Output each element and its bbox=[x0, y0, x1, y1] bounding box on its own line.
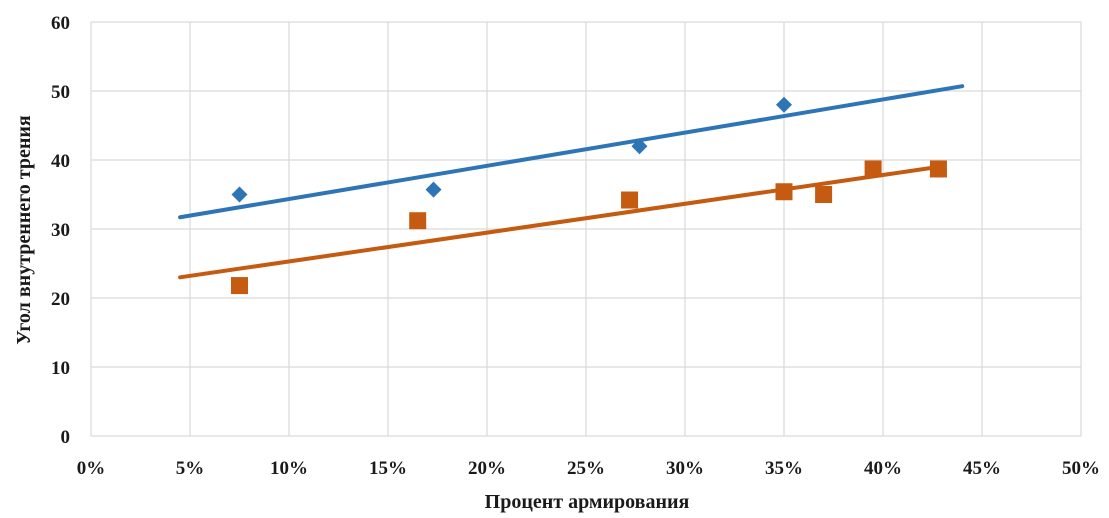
trendlines bbox=[178, 84, 965, 280]
data-point-square bbox=[864, 160, 882, 178]
x-tick-label: 25% bbox=[567, 458, 605, 479]
x-tick-label: 30% bbox=[666, 458, 704, 479]
trendline-series-2 bbox=[178, 164, 941, 280]
y-tick-labels: 0 10 20 30 40 50 60 bbox=[51, 13, 70, 448]
data-point-diamond bbox=[631, 138, 648, 155]
y-tick-label: 60 bbox=[51, 13, 70, 34]
data-point-square bbox=[231, 277, 248, 295]
y-tick-label: 50 bbox=[51, 82, 70, 103]
y-tick-label: 0 bbox=[61, 427, 71, 448]
x-tick-label: 5% bbox=[176, 458, 205, 479]
x-tick-label: 20% bbox=[468, 458, 506, 479]
data-point-diamond bbox=[776, 96, 792, 113]
data-point-square bbox=[815, 186, 833, 203]
x-axis-title: Процент армирования bbox=[485, 491, 690, 513]
data-point-square bbox=[409, 212, 427, 230]
x-tick-label: 0% bbox=[77, 458, 106, 479]
x-tick-label: 35% bbox=[765, 458, 803, 479]
x-tick-label: 15% bbox=[369, 458, 407, 479]
y-tick-label: 10 bbox=[51, 358, 70, 379]
data-point-square bbox=[775, 183, 793, 201]
x-tick-labels: 0% 5% 10% 15% 20% 25% 30% 35% 40% 45% 50% bbox=[77, 458, 1100, 479]
y-tick-label: 30 bbox=[51, 220, 70, 241]
data-point-diamond bbox=[231, 186, 248, 203]
data-point-square bbox=[621, 191, 639, 209]
data-points bbox=[231, 96, 947, 295]
x-tick-label: 50% bbox=[1062, 458, 1100, 479]
y-tick-label: 20 bbox=[51, 289, 70, 310]
data-point-square bbox=[929, 160, 947, 178]
x-tick-label: 45% bbox=[963, 458, 1001, 479]
trendline-series-1 bbox=[178, 84, 965, 220]
y-axis-title: Угол внутреннего трения bbox=[13, 115, 35, 345]
x-tick-label: 40% bbox=[864, 458, 902, 479]
y-tick-label: 40 bbox=[51, 151, 70, 172]
data-point-diamond bbox=[425, 181, 442, 198]
grid bbox=[90, 21, 1082, 437]
x-tick-label: 10% bbox=[270, 458, 308, 479]
